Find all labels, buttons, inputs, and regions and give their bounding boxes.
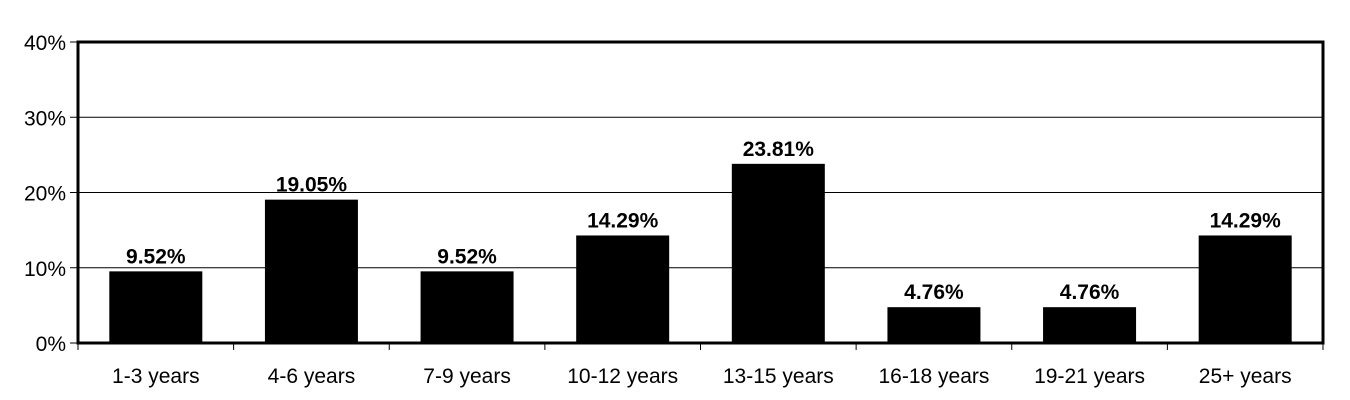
bar: [576, 235, 670, 343]
bar-value-label: 4.76%: [1060, 281, 1120, 304]
x-tick-label: 16-18 years: [878, 365, 989, 388]
axes: [70, 41, 1324, 350]
bar-value-label: 4.76%: [904, 281, 964, 304]
bar: [1043, 307, 1137, 343]
x-tick-label: 7-9 years: [423, 365, 511, 388]
y-tick-label: 10%: [24, 258, 66, 281]
bars: [109, 163, 1292, 343]
bar: [731, 163, 825, 343]
x-tick-label: 13-15 years: [723, 365, 834, 388]
bar-value-label: 14.29%: [1210, 209, 1282, 232]
x-tick-label: 10-12 years: [567, 365, 678, 388]
bar-value-label: 19.05%: [276, 174, 348, 197]
bar-value-label: 14.29%: [587, 209, 659, 232]
grid-lines: [78, 116, 1323, 269]
bar: [420, 271, 514, 343]
x-tick-label: 4-6 years: [268, 365, 356, 388]
bar: [1198, 235, 1292, 343]
bar: [264, 199, 358, 343]
bar: [109, 271, 203, 343]
x-tick-label: 1-3 years: [112, 365, 200, 388]
bar-value-label: 9.52%: [437, 245, 497, 268]
bar-value-label: 23.81%: [743, 138, 815, 161]
bar-value-label: 9.52%: [126, 245, 186, 268]
y-tick-label: 0%: [36, 333, 66, 356]
bar: [887, 307, 981, 343]
labels: 0% 10% 20% 30% 40% 9.52% 1-3 years 19.05% 4-6 ye…: [24, 32, 1292, 388]
y-tick-label: 30%: [24, 107, 66, 130]
y-tick-label: 20%: [24, 183, 66, 206]
x-tick-label: 25+ years: [1199, 365, 1292, 388]
y-tick-label: 40%: [24, 32, 66, 55]
x-tick-label: 19-21 years: [1034, 365, 1145, 388]
